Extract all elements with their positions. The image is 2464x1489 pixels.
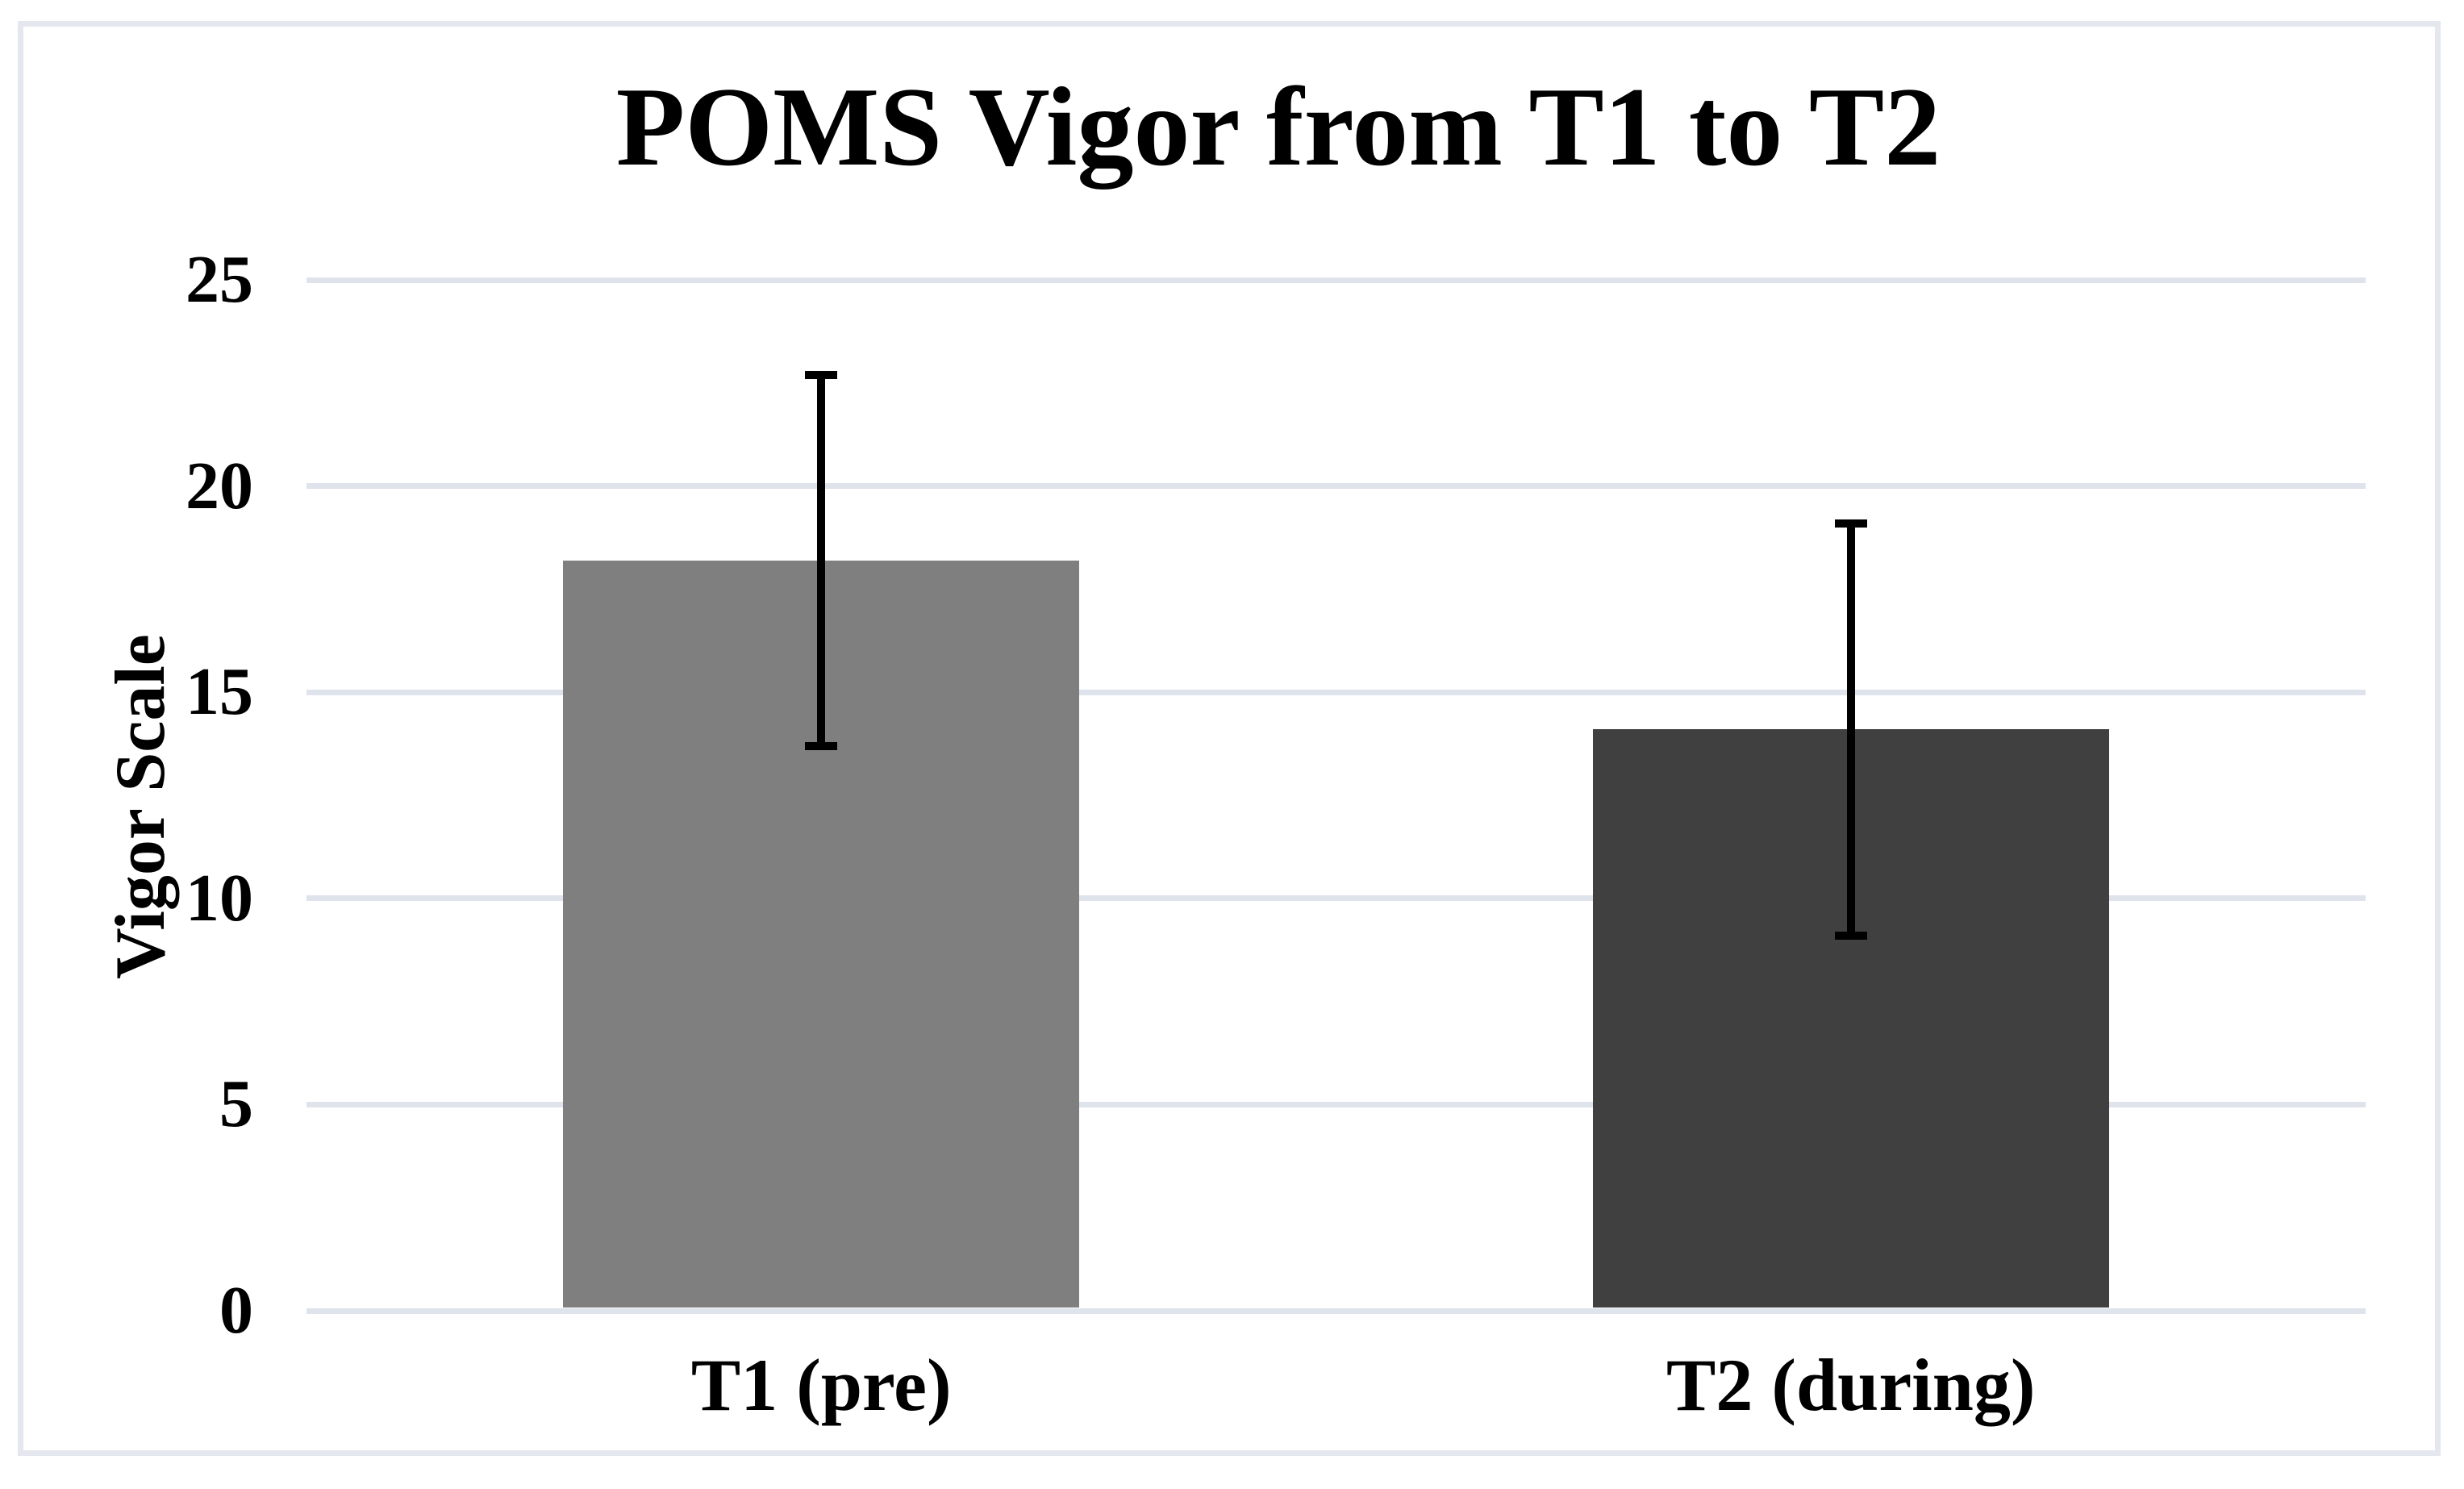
y-tick-label-0: 0 — [219, 1273, 253, 1348]
y-tick-label-10: 10 — [186, 860, 253, 936]
figure-border — [18, 21, 2441, 1456]
error-bar-cap-bottom-t1-pre — [805, 741, 838, 750]
x-category-label-t2-during: T2 (during) — [1666, 1344, 2036, 1426]
y-tick-label-5: 5 — [219, 1066, 253, 1142]
error-bar-cap-bottom-t2-during — [1834, 931, 1867, 940]
y-tick-label-20: 20 — [186, 448, 253, 523]
gridline-15 — [306, 689, 2366, 695]
gridline-25 — [306, 277, 2366, 283]
gridline-10 — [306, 895, 2366, 902]
error-bar-line-t2-during — [1846, 523, 1855, 936]
error-bar-cap-top-t2-during — [1834, 519, 1867, 528]
error-bar-line-t1-pre — [817, 374, 826, 746]
y-tick-label-25: 25 — [186, 242, 253, 317]
chart-title: POMS Vigor from T1 to T2 — [615, 65, 1941, 190]
gridline-5 — [306, 1101, 2366, 1107]
gridline-20 — [306, 483, 2366, 490]
gridline-0 — [306, 1308, 2366, 1314]
y-tick-label-15: 15 — [186, 654, 253, 730]
error-bar-cap-top-t1-pre — [805, 370, 838, 379]
x-category-label-t1-pre: T1 (pre) — [690, 1344, 952, 1426]
